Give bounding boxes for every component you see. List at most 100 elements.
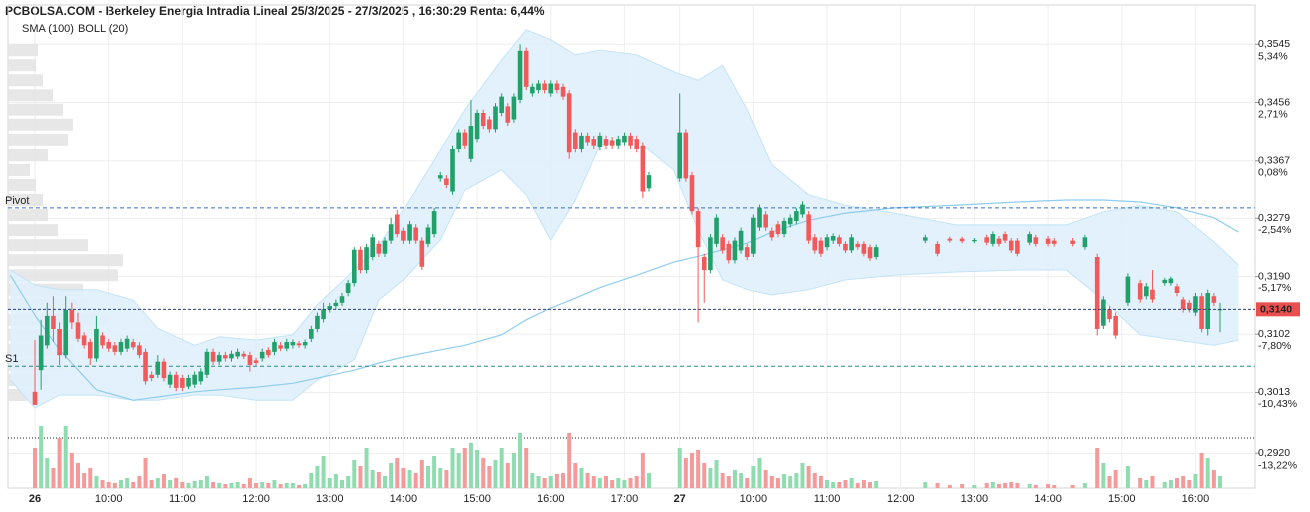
volume-bar [174,478,179,488]
candle-body [849,237,854,251]
x-tick-label: 16:00 [1182,493,1210,505]
volume-bar [708,468,713,488]
volume-bar [346,476,351,488]
candle-body [118,342,124,352]
candle-body [296,343,302,346]
candle-body [1174,286,1180,293]
candle-body [155,361,161,375]
volume-bar [125,478,130,488]
y2-tick-label: 2,71% [1258,109,1288,121]
level-label: S1 [5,353,18,365]
candle-body [266,349,271,356]
volume-bar [376,472,381,488]
candle-body [1193,296,1198,313]
volume-bar [646,473,651,488]
candle-body [1082,237,1088,248]
bollinger-lower [10,139,1239,409]
volume-bar [1199,453,1204,488]
volume-profile-bar [8,269,118,282]
volume-bar [561,473,566,488]
x-tick-label: 10:00 [740,493,768,505]
volume-bar [1218,476,1223,488]
candle-body [542,83,547,91]
candle-body [554,83,560,91]
volume-bar [364,448,369,488]
y2-tick-label: -13,22% [1258,459,1297,471]
volume-bar [69,453,74,488]
volume-bar [1009,482,1014,488]
candle-body [161,361,167,379]
x-tick-label: 11:00 [814,493,841,505]
candle-body [1137,283,1143,300]
candle-body [450,148,455,192]
candle-body [787,217,793,225]
candle-body [167,374,173,385]
volume-bar [168,480,173,488]
candle-body [309,328,314,339]
volume-bar [223,484,228,488]
volume-bar [186,483,191,488]
candle-body [1125,276,1131,303]
volume-bar [732,470,737,488]
volume-profile-bar [8,194,43,207]
x-tick-label: 12:00 [242,493,270,505]
volume-bar [1015,483,1020,488]
volume-bar [806,466,811,488]
volume-bar [800,463,805,488]
candle-body [548,83,554,94]
volume-bar [616,478,621,488]
volume-profile-bar [8,224,58,237]
volume-bar [438,468,443,488]
candle-body [806,214,811,241]
candle-body [530,86,535,94]
volume-bar [413,473,418,488]
volume-bar [241,484,246,488]
volume-bar [155,478,160,488]
volume-bar [94,476,99,488]
x-tick-label: 16:00 [537,493,565,505]
y-tick-label: 0,3456 [1258,96,1290,108]
candle-body [1008,240,1014,251]
volume-bar [1187,480,1192,488]
volume-profile-bar [8,163,30,176]
volume-bar [622,480,627,488]
candle-body [364,247,369,271]
volume-bar [1095,448,1100,488]
volume-bar [604,476,609,488]
volume-bar [696,450,701,488]
volume-bar [284,483,289,488]
x-tick-label: 14:00 [390,493,418,505]
volume-bar [39,426,44,488]
volume-bar [444,470,449,488]
x-tick-label: 26 [29,493,41,505]
volume-bar [106,482,111,488]
volume-bar [1033,485,1038,488]
volume-bar [358,466,363,488]
candle-body [1033,237,1039,244]
candle-body [278,345,283,349]
volume-bar [1168,480,1173,488]
volume-bar [751,466,756,488]
candle-body [615,139,621,146]
volume-bar [720,473,725,488]
candle-body [272,342,277,352]
volume-bar [493,460,498,488]
volume-bar [745,478,750,488]
candle-body [769,230,775,238]
volume-bar [229,483,234,488]
volume-bar [855,483,860,488]
candle-body [456,132,461,149]
candle-body [701,256,707,271]
candle-body [1015,240,1020,254]
x-tick-label: 10:00 [95,493,123,505]
volume-bar [1150,476,1155,488]
volume-bar [198,480,203,488]
volume-bar [825,480,830,488]
candle-body [112,345,118,352]
sma-line [9,199,1239,401]
candle-body [235,351,240,357]
volume-bar [1162,482,1167,488]
volume-bar [548,476,553,488]
candle-body [259,351,265,359]
volume-bar [837,482,842,488]
